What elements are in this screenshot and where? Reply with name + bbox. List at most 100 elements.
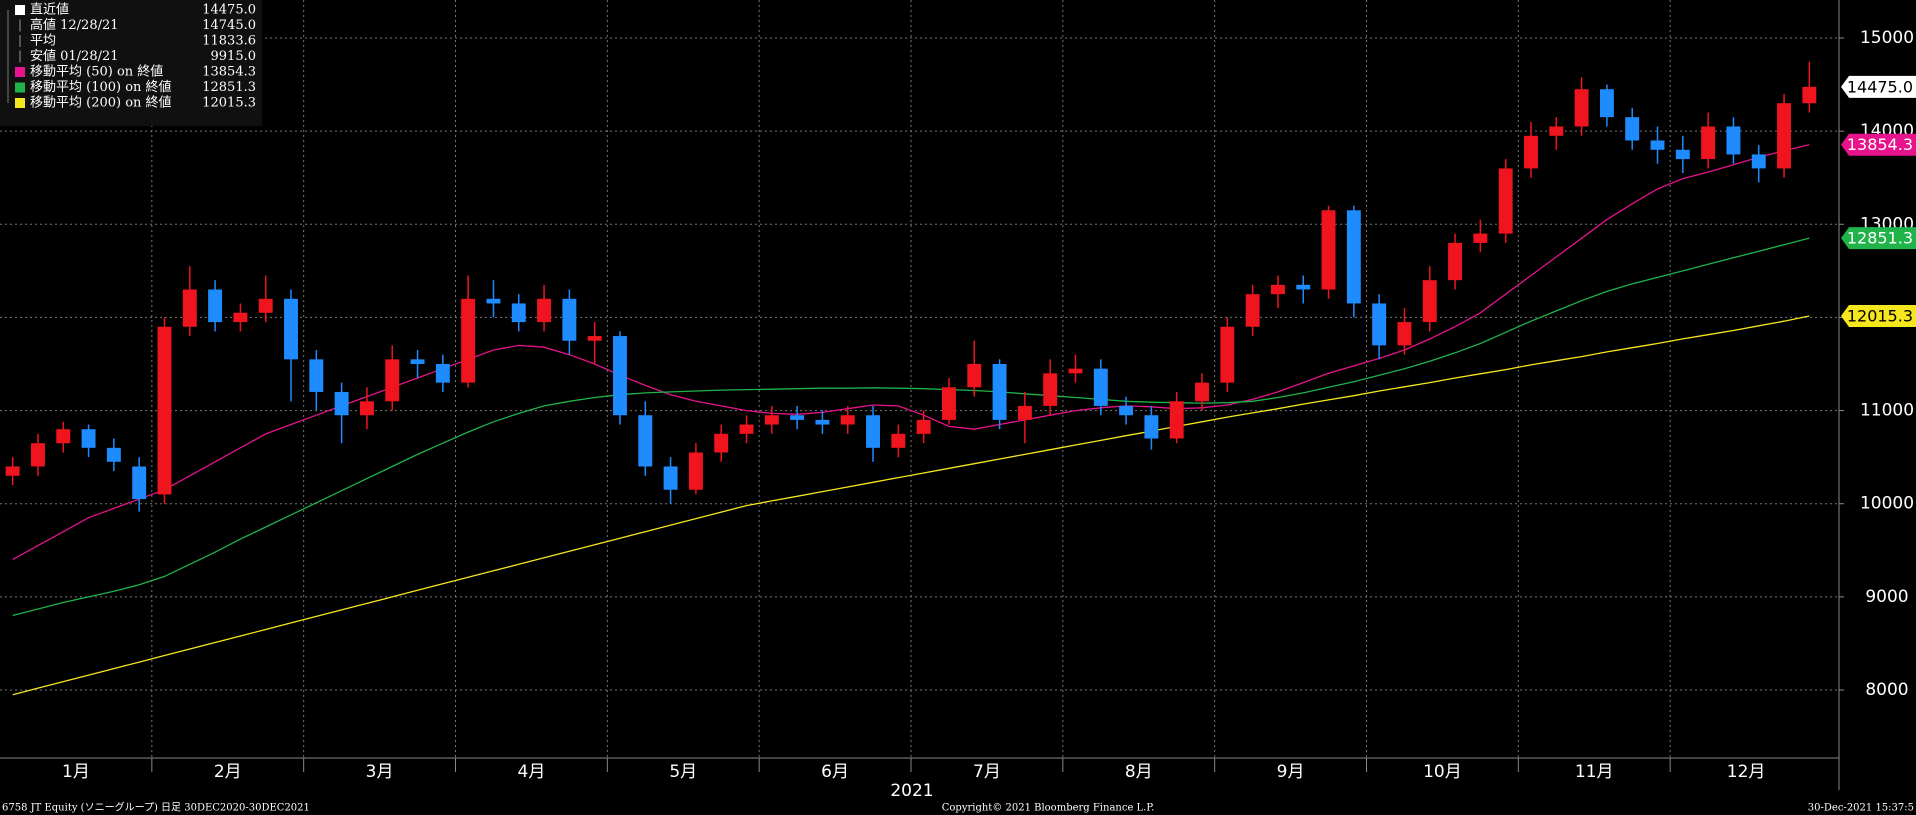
legend-swatch: [15, 82, 25, 93]
x-tick-label: 11月: [1575, 762, 1614, 782]
x-tick-label: 12月: [1727, 762, 1766, 782]
legend-label: 高値 12/28/21: [30, 17, 119, 33]
candle-body: [1524, 135, 1538, 169]
candle-body: [461, 298, 476, 383]
x-tick-label: 8月: [1125, 762, 1153, 782]
candle-body: [334, 391, 349, 416]
candle-body: [1397, 322, 1412, 346]
candle-body: [1372, 303, 1387, 346]
candle-body: [56, 429, 71, 444]
candle-body: [132, 466, 147, 500]
candle-body: [1321, 210, 1336, 290]
ma-line: [12, 144, 1810, 561]
candle-body: [764, 415, 779, 425]
legend: 直近値 14475.0 高値 12/28/21 14745.0 平均 11833.6 安値 …: [0, 0, 262, 126]
value-tag: [1841, 133, 1916, 156]
legend-box: [0, 0, 262, 126]
axes: 800090001000011000120001300014000150001月…: [62, 28, 1916, 782]
y-tick-label: 15000: [1860, 28, 1914, 48]
footer-left: 6758 JT Equity (ソニーグループ) 日足 30DEC2020-30…: [2, 801, 310, 814]
candle-body: [1498, 168, 1513, 234]
legend-label: 安値 01/28/21: [30, 48, 119, 64]
candle-body: [562, 298, 577, 341]
ma-line: [12, 315, 1810, 696]
footer-right: 30-Dec-2021 15:37:5: [1808, 803, 1914, 814]
candle-body: [258, 298, 273, 313]
candle-body: [1195, 382, 1209, 402]
candle-body: [1701, 126, 1716, 160]
candle-body: [1093, 368, 1108, 406]
candle-body: [486, 298, 501, 304]
candle-body: [790, 415, 805, 420]
candle-body: [587, 336, 602, 341]
candle-body: [840, 415, 855, 425]
candle-body: [1017, 405, 1032, 420]
candle-body: [916, 419, 931, 434]
candle-body: [1625, 117, 1640, 141]
candle-body: [309, 359, 324, 392]
legend-value: 13854.3: [202, 65, 256, 80]
y-tick-label: 11000: [1860, 401, 1914, 421]
legend-value: 9915.0: [211, 49, 257, 64]
x-axis-label: 2021: [890, 781, 933, 801]
candle-body: [385, 359, 400, 402]
candle-body: [1751, 154, 1766, 169]
candle-body: [1346, 210, 1361, 304]
candle-body: [1599, 89, 1614, 118]
candle-body: [435, 364, 450, 383]
x-tick-label: 3月: [366, 762, 394, 782]
legend-label: 平均: [30, 34, 56, 49]
candle-body: [157, 326, 172, 495]
candle-body: [714, 433, 729, 453]
legend-swatch: [15, 5, 25, 15]
candle-body: [1119, 405, 1134, 416]
candle-body: [1144, 415, 1159, 439]
legend-label: 直近値: [30, 2, 69, 18]
candle-body: [1574, 89, 1589, 127]
candle-body: [1043, 373, 1058, 406]
candle-body: [1473, 233, 1488, 243]
candle-body: [992, 364, 1007, 420]
candle-body: [284, 298, 298, 360]
candle-body: [1068, 368, 1083, 374]
y-tick-label: 10000: [1860, 494, 1914, 514]
value-tag-label: 12015.3: [1847, 307, 1913, 326]
moving-averages: [12, 144, 1810, 696]
x-tick-label: 6月: [821, 762, 849, 782]
candle-body: [638, 415, 653, 467]
value-tag: [1841, 227, 1916, 250]
x-tick-label: 2月: [214, 762, 242, 782]
candle-body: [182, 289, 197, 327]
x-tick-label: 4月: [518, 762, 546, 782]
candle-body: [866, 415, 881, 448]
value-tag-label: 12851.3: [1847, 229, 1913, 248]
candle-body: [511, 303, 526, 323]
value-tag-label: 14475.0: [1847, 77, 1913, 96]
legend-value: 14745.0: [202, 18, 256, 33]
x-tick-label: 1月: [62, 762, 90, 782]
candle-body: [613, 336, 627, 416]
candle-body: [1777, 103, 1792, 169]
candle-body: [410, 359, 425, 365]
candle-body: [5, 466, 20, 476]
y-tick-label: 9000: [1865, 587, 1908, 607]
candle-body: [233, 312, 248, 323]
legend-swatch: [15, 98, 25, 108]
candle-body: [1448, 242, 1463, 281]
grid: [0, 0, 1839, 758]
x-tick-label: 5月: [669, 762, 697, 782]
x-tick-label: 10月: [1423, 762, 1462, 782]
legend-label: 移動平均 (200) on 終値: [30, 95, 172, 111]
x-tick-label: 9月: [1277, 762, 1305, 782]
candle-body: [815, 419, 830, 425]
legend-label: 移動平均 (50) on 終値: [30, 64, 163, 80]
candle-body: [688, 452, 703, 490]
candle-body: [1650, 140, 1665, 150]
legend-swatch: [15, 67, 25, 77]
candle-body: [81, 429, 96, 448]
candle-body: [967, 364, 982, 388]
value-tag: [1841, 305, 1916, 328]
legend-label: 移動平均 (100) on 終値: [30, 79, 172, 95]
